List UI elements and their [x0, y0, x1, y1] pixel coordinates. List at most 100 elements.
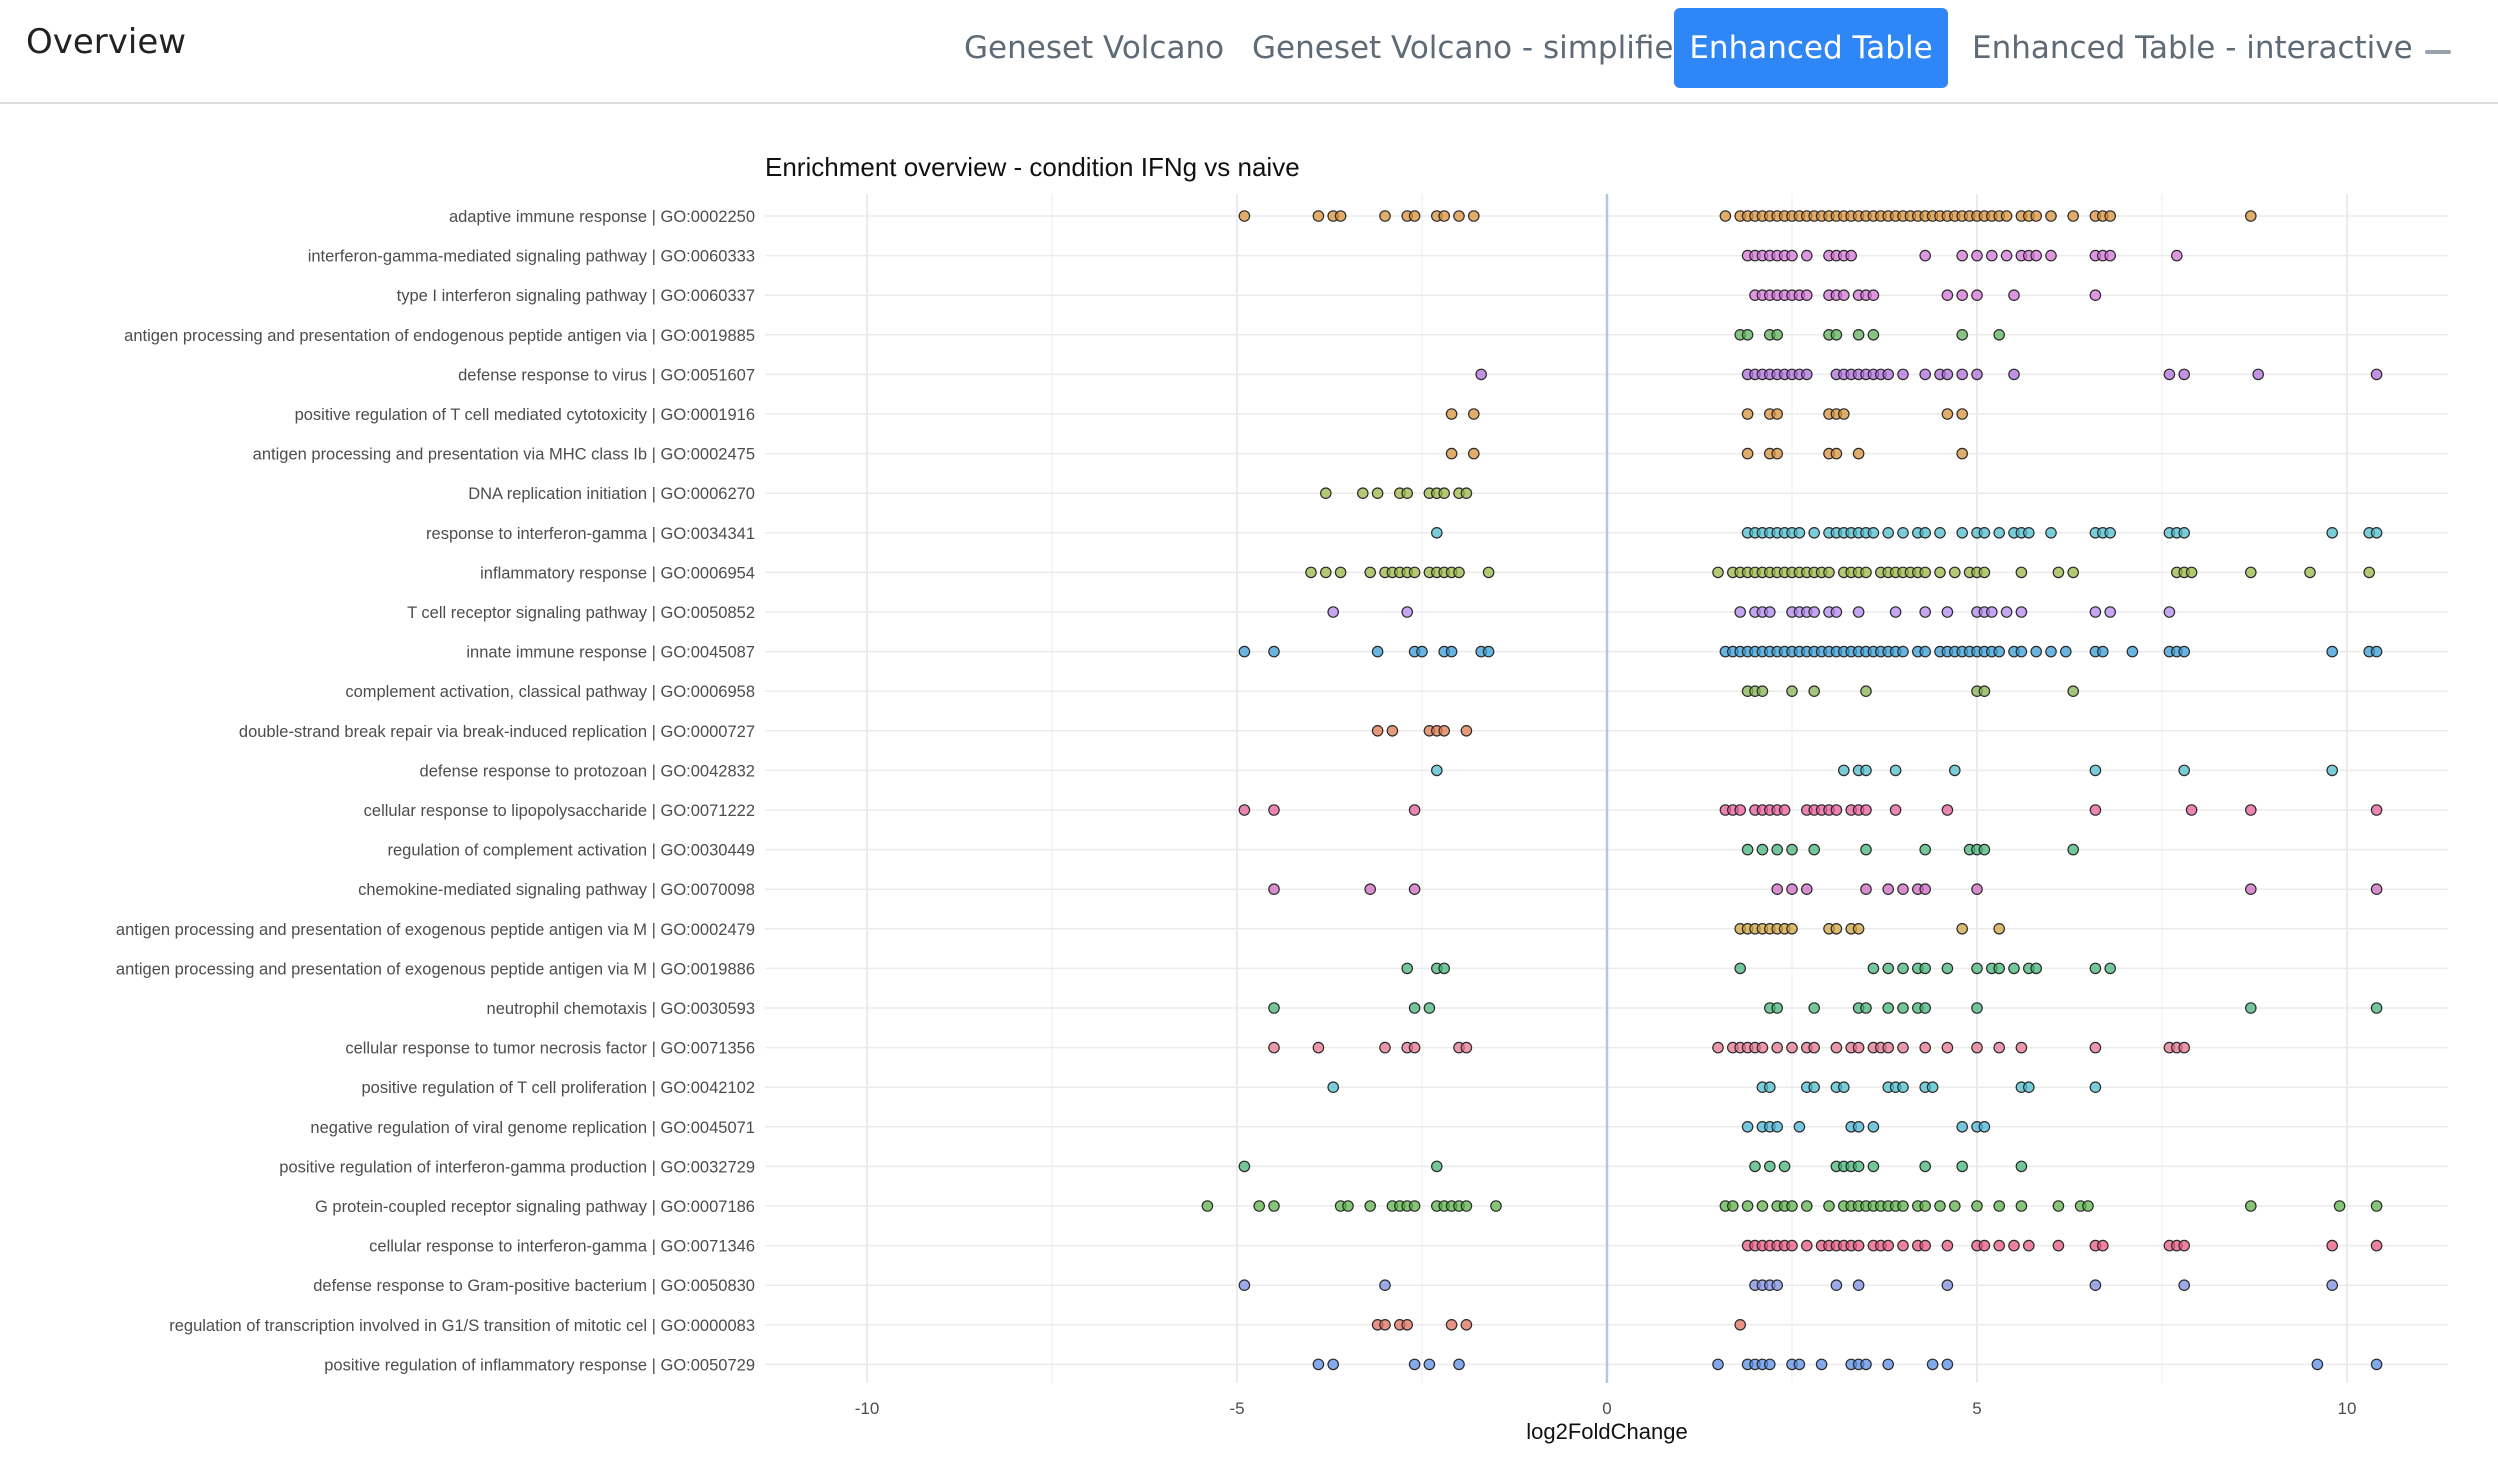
data-point	[1408, 566, 1421, 579]
tab-geneset-volcano[interactable]: Geneset Volcano	[964, 30, 1225, 66]
data-point	[1460, 1200, 1473, 1212]
data-point	[2030, 210, 2042, 222]
y-tick-label: defense response to Gram-positive bacter…	[313, 1277, 755, 1295]
data-point	[2015, 1200, 2028, 1212]
tab-overflow-menu-icon[interactable]	[2425, 50, 2451, 54]
data-point	[2370, 1200, 2383, 1212]
data-point	[1771, 408, 1783, 420]
data-point	[2052, 1239, 2065, 1252]
data-point	[2067, 566, 2079, 579]
data-point	[1801, 1200, 1813, 1212]
data-point	[1482, 645, 1495, 658]
data-point	[1793, 1358, 1806, 1371]
data-point	[1971, 1041, 1983, 1054]
data-point	[1482, 566, 1495, 579]
data-point	[1919, 1041, 1931, 1054]
data-point	[1364, 1200, 1376, 1212]
data-point	[1941, 606, 1954, 618]
data-point	[1490, 1200, 1502, 1212]
data-point	[2015, 566, 2028, 579]
data-point	[1860, 685, 1872, 697]
data-point	[2008, 368, 2020, 381]
data-point	[1808, 685, 1820, 697]
data-point	[1438, 962, 1450, 975]
data-point	[1897, 1239, 1909, 1252]
data-point	[1971, 249, 1983, 262]
data-point	[1815, 1358, 1828, 1371]
data-point	[1808, 1041, 1820, 1054]
data-point	[1201, 1200, 1214, 1212]
data-point	[1401, 487, 1413, 499]
y-tick-label: defense response to virus | GO:0051607	[458, 366, 755, 384]
data-point	[1801, 249, 1813, 262]
data-point	[2185, 566, 2198, 579]
data-point	[1897, 526, 1909, 539]
data-point	[1867, 1160, 1880, 1173]
data-point	[1889, 764, 1902, 777]
tab-enhanced-table[interactable]: Enhanced Table	[1674, 8, 1948, 88]
data-point	[2089, 804, 2102, 816]
tab-enhanced-table-interactive[interactable]: Enhanced Table - interactive	[1972, 30, 2413, 66]
data-point	[1956, 249, 1968, 262]
data-point	[1926, 1358, 1939, 1371]
data-point	[1764, 606, 1776, 618]
data-point	[1468, 210, 1480, 222]
data-point	[2326, 1239, 2338, 1252]
data-point	[1882, 368, 1894, 381]
data-point	[1852, 447, 1865, 460]
data-point	[1993, 1041, 2005, 1054]
data-point	[1897, 368, 1909, 381]
data-point	[2089, 606, 2102, 618]
data-point	[1971, 289, 1983, 301]
data-point	[1327, 1081, 1339, 1093]
data-point	[1719, 210, 1732, 222]
data-point	[1741, 447, 1754, 460]
data-point	[1978, 843, 1991, 856]
data-point	[2370, 368, 2383, 381]
data-point	[1771, 843, 1783, 856]
data-point	[1786, 1239, 1798, 1252]
data-point	[1268, 645, 1280, 658]
data-point	[1941, 289, 1954, 301]
data-point	[1808, 526, 1820, 539]
data-point	[1956, 1120, 1968, 1133]
data-point	[1778, 804, 1791, 816]
data-point	[1320, 566, 1332, 579]
data-point	[1919, 249, 1931, 262]
data-point	[1408, 804, 1421, 816]
y-tick-label: G protein-coupled receptor signaling pat…	[315, 1198, 755, 1216]
data-point	[1342, 1200, 1354, 1212]
data-point	[1423, 1002, 1436, 1014]
data-point	[1741, 1120, 1754, 1133]
y-tick-label: antigen processing and presentation of e…	[116, 960, 755, 978]
data-point	[1941, 962, 1954, 975]
data-point	[1764, 1081, 1776, 1093]
data-point	[2015, 606, 2028, 618]
data-point	[1408, 1002, 1421, 1014]
data-point	[1764, 1358, 1776, 1371]
data-point	[1460, 1041, 1473, 1054]
data-point	[2089, 962, 2102, 975]
data-point	[1305, 566, 1317, 579]
x-tick-label: -10	[855, 1399, 880, 1418]
data-point	[2060, 645, 2072, 658]
y-tick-label: negative regulation of viral genome repl…	[310, 1119, 755, 1137]
data-point	[1771, 883, 1783, 895]
data-point	[1786, 249, 1798, 262]
data-point	[1882, 962, 1894, 975]
y-tick-label: inflammatory response | GO:0006954	[480, 564, 755, 582]
x-axis-label: log2FoldChange	[1526, 1419, 1687, 1444]
data-point	[1860, 764, 1872, 777]
data-point	[1438, 210, 1450, 222]
y-tick-label: T cell receptor signaling pathway | GO:0…	[407, 604, 755, 622]
data-point	[2245, 1200, 2257, 1212]
tab-geneset-volcano-simplified[interactable]: Geneset Volcano - simplified	[1252, 30, 1694, 66]
data-point	[1238, 804, 1251, 816]
data-point	[1919, 526, 1931, 539]
data-point	[1860, 1358, 1872, 1371]
data-point	[1882, 526, 1894, 539]
data-point	[2126, 645, 2139, 658]
data-point	[1268, 804, 1280, 816]
data-point	[1808, 843, 1820, 856]
data-point	[2178, 764, 2190, 777]
